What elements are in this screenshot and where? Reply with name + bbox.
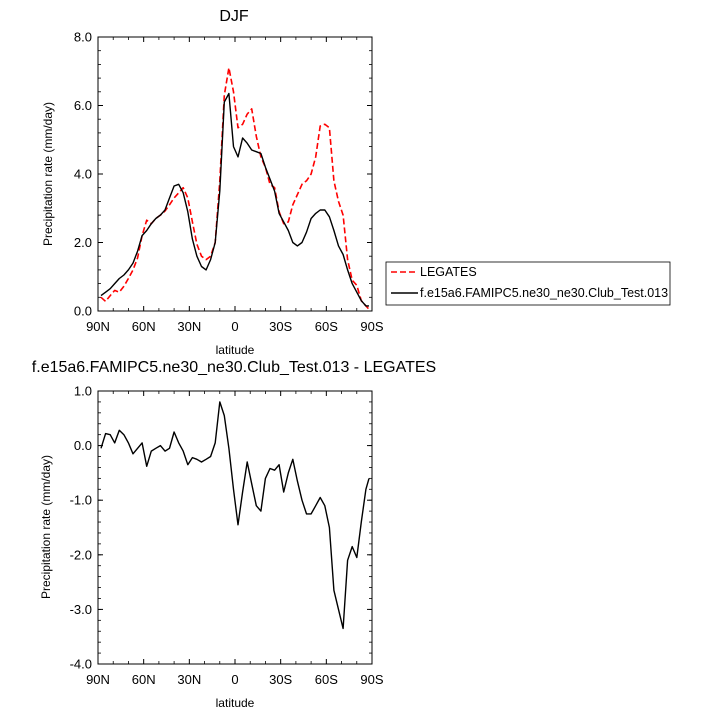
- legend-frame: [385, 261, 671, 306]
- bottom-y-tick-label: -2.0: [70, 547, 92, 562]
- legend-label-model: f.e15a6.FAMIPC5.ne30_ne30.Club_Test.013: [420, 286, 668, 300]
- top-series-line-0: [100, 67, 370, 310]
- bottom-x-tick-label: 30N: [177, 672, 201, 687]
- bottom-plot-frame: [97, 390, 373, 665]
- bottom-y-tick-label: -4.0: [70, 657, 92, 672]
- bottom-series-line-0: [100, 401, 370, 630]
- top-chart-title: DJF: [219, 8, 249, 25]
- top-chart-series: [100, 67, 370, 310]
- bottom-y-tick-label: 0.0: [74, 438, 92, 453]
- bottom-y-axis-label: Precipitation rate (mm/day): [39, 455, 53, 599]
- bottom-x-axis-label: latitude: [216, 696, 255, 710]
- top-chart-ticks: 90N 60N 30N 0 30S 60S 90S 0.0 2.0 4.0 6.0 8.0: [74, 30, 384, 335]
- top-chart-panel: DJF 90N 60N 30N 0 30S 60S 90S 0.0 2.0 4.0 6.0 8.0 l…: [41, 8, 384, 357]
- top-series-line-1: [100, 92, 369, 307]
- legend-label-legates: LEGATES: [420, 265, 477, 279]
- top-x-tick-label: 30S: [269, 319, 292, 334]
- bottom-x-tick-label: 60N: [132, 672, 156, 687]
- top-y-tick-label: 2.0: [74, 235, 92, 250]
- bottom-x-tick-label: 30S: [269, 672, 292, 687]
- bottom-x-tick-label: 90S: [360, 672, 383, 687]
- legend: LEGATES f.e15a6.FAMIPC5.ne30_ne30.Club_T…: [385, 261, 671, 306]
- bottom-y-tick-label: -3.0: [70, 602, 92, 617]
- top-y-axis-label: Precipitation rate (mm/day): [41, 102, 55, 246]
- bottom-y-tick-label: 1.0: [74, 384, 92, 399]
- bottom-chart-series: [100, 401, 370, 630]
- top-x-axis-label: latitude: [216, 343, 255, 357]
- bottom-y-tick-label: -1.0: [70, 493, 92, 508]
- top-y-tick-label: 8.0: [74, 30, 92, 45]
- bottom-chart-panel: f.e15a6.FAMIPC5.ne30_ne30.Club_Test.013 …: [32, 359, 436, 710]
- top-y-tick-label: 6.0: [74, 98, 92, 113]
- bottom-chart-title: f.e15a6.FAMIPC5.ne30_ne30.Club_Test.013 …: [32, 359, 436, 376]
- top-y-tick-label: 4.0: [74, 167, 92, 182]
- top-x-tick-label: 90S: [360, 319, 383, 334]
- bottom-x-tick-label: 60S: [315, 672, 338, 687]
- top-x-tick-label: 0: [231, 319, 238, 334]
- top-x-tick-label: 60N: [132, 319, 156, 334]
- top-x-tick-label: 30N: [177, 319, 201, 334]
- bottom-x-tick-label: 0: [231, 672, 238, 687]
- top-x-tick-label: 60S: [315, 319, 338, 334]
- top-y-tick-label: 0.0: [74, 304, 92, 319]
- bottom-x-tick-label: 90N: [86, 672, 110, 687]
- top-plot-frame: [97, 36, 373, 312]
- top-x-tick-label: 90N: [86, 319, 110, 334]
